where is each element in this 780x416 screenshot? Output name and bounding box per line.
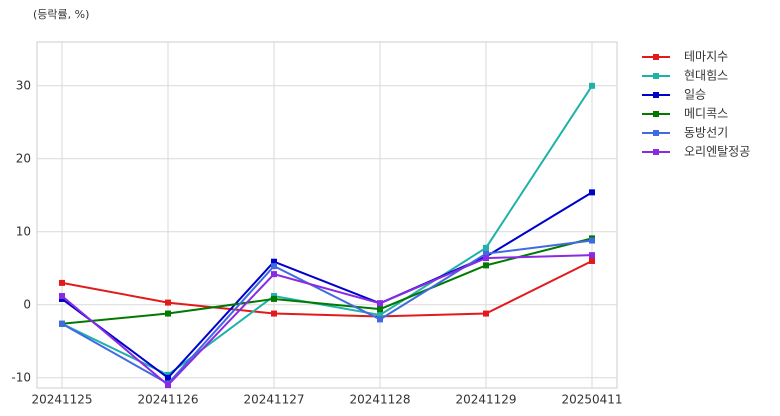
- x-tick-label: 20241126: [137, 393, 198, 407]
- point-marker: [59, 293, 65, 300]
- legend-label: 동방선기: [684, 126, 728, 140]
- point-marker: [483, 262, 489, 269]
- point-marker: [483, 310, 489, 317]
- x-tick-label: 20241125: [31, 393, 92, 407]
- point-marker: [483, 250, 489, 257]
- point-marker: [271, 310, 277, 317]
- legend-label: 일승: [684, 88, 706, 102]
- y-tick-label: -10: [11, 370, 31, 384]
- legend-marker: [653, 149, 659, 155]
- legend-label: 오리엔탈정공: [684, 145, 750, 159]
- point-marker: [165, 310, 171, 317]
- legend-label: 현대힘스: [684, 69, 728, 83]
- point-marker: [59, 279, 65, 286]
- x-tick-label: 20250411: [561, 393, 622, 407]
- plot-frame: [36, 41, 618, 389]
- legend-marker: [653, 92, 659, 98]
- y-tick-label: 20: [16, 151, 31, 165]
- point-marker: [59, 320, 65, 327]
- point-marker: [483, 244, 489, 251]
- y-tick-label: 10: [16, 224, 31, 238]
- point-marker: [165, 382, 171, 389]
- point-marker: [271, 295, 277, 302]
- point-marker: [483, 255, 489, 262]
- point-marker: [271, 271, 277, 278]
- x-tick-label: 20241127: [243, 393, 304, 407]
- series-line: [61, 191, 593, 380]
- series-line: [61, 260, 593, 318]
- point-marker: [589, 252, 595, 259]
- point-marker: [589, 82, 595, 89]
- point-marker: [377, 306, 383, 313]
- x-tick-label: 20241129: [455, 393, 516, 407]
- legend-marker: [653, 130, 659, 136]
- y-tick-label: 30: [16, 78, 31, 92]
- y-tick-label: 0: [23, 297, 31, 311]
- x-tick-label: 20241128: [349, 393, 410, 407]
- point-marker: [165, 299, 171, 306]
- point-marker: [271, 263, 277, 270]
- point-marker: [377, 316, 383, 323]
- point-marker: [589, 237, 595, 244]
- y-axis-label: (등락률, %): [33, 8, 89, 21]
- legend-label: 테마지수: [684, 50, 728, 64]
- point-marker: [165, 374, 171, 381]
- point-marker: [377, 312, 383, 319]
- series-line: [61, 254, 593, 387]
- legend-marker: [653, 111, 659, 117]
- legend-label: 메디콕스: [684, 107, 728, 121]
- legend-marker: [653, 73, 659, 79]
- series-line: [61, 237, 593, 325]
- point-marker: [271, 258, 277, 265]
- series-line: [61, 85, 593, 377]
- point-marker: [589, 189, 595, 196]
- legend-marker: [653, 54, 659, 60]
- point-marker: [589, 257, 595, 264]
- point-marker: [377, 300, 383, 307]
- series-line: [61, 239, 593, 385]
